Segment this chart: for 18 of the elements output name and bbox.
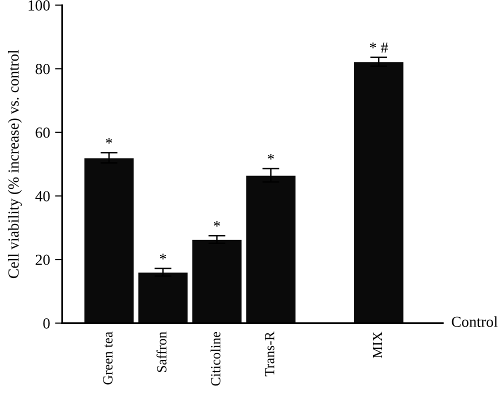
y-tick-label: 80 (36, 64, 50, 74)
annotation: * # (370, 42, 388, 53)
text: Control (452, 316, 498, 327)
y-tick-label: 0 (43, 318, 50, 329)
y-tick-label: 40 (35, 191, 50, 202)
x-tick-label: Green tea (103, 332, 113, 384)
annotation: * (160, 254, 166, 260)
x-tick-label: Saffron (156, 332, 166, 372)
y-tick-label: 60 (36, 127, 50, 138)
annotation: * (106, 138, 112, 144)
x-tick-label: Citicoline (210, 332, 220, 386)
annotation: * (268, 154, 274, 160)
annotation: * (214, 221, 220, 227)
y-tick-label: 100 (28, 0, 50, 11)
x-tick-label: MIX (372, 332, 382, 358)
y-tick-label: 20 (36, 254, 50, 265)
y-axis-title: Cell viability (% increase) vs. control (8, 50, 22, 278)
x-tick-label: Trans-R (265, 331, 274, 376)
